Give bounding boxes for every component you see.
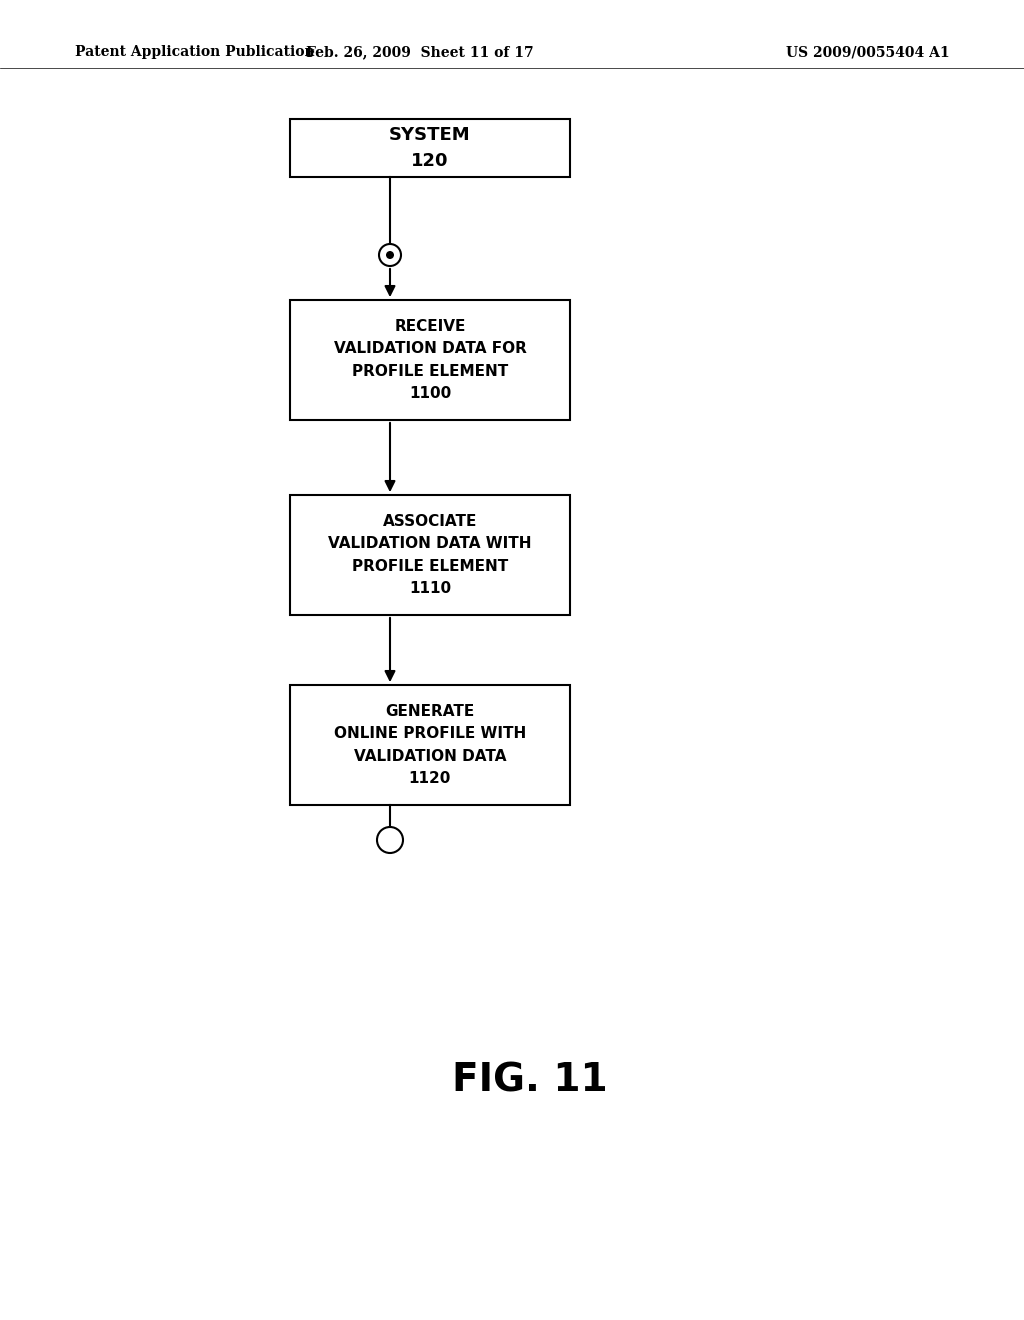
Text: GENERATE
ONLINE PROFILE WITH
VALIDATION DATA
1120: GENERATE ONLINE PROFILE WITH VALIDATION …: [334, 704, 526, 785]
Bar: [290, 685, 570, 805]
Bar: [290, 495, 570, 615]
Circle shape: [379, 244, 401, 267]
Bar: [290, 119, 570, 177]
Text: Patent Application Publication: Patent Application Publication: [75, 45, 314, 59]
Text: ASSOCIATE
VALIDATION DATA WITH
PROFILE ELEMENT
1110: ASSOCIATE VALIDATION DATA WITH PROFILE E…: [329, 515, 531, 595]
Circle shape: [386, 251, 394, 259]
Text: US 2009/0055404 A1: US 2009/0055404 A1: [786, 45, 950, 59]
Text: Feb. 26, 2009  Sheet 11 of 17: Feb. 26, 2009 Sheet 11 of 17: [306, 45, 534, 59]
Circle shape: [377, 828, 403, 853]
Text: RECEIVE
VALIDATION DATA FOR
PROFILE ELEMENT
1100: RECEIVE VALIDATION DATA FOR PROFILE ELEM…: [334, 319, 526, 401]
Text: FIG. 11: FIG. 11: [453, 1061, 608, 1100]
Text: SYSTEM
120: SYSTEM 120: [389, 127, 471, 169]
Bar: [290, 300, 570, 420]
